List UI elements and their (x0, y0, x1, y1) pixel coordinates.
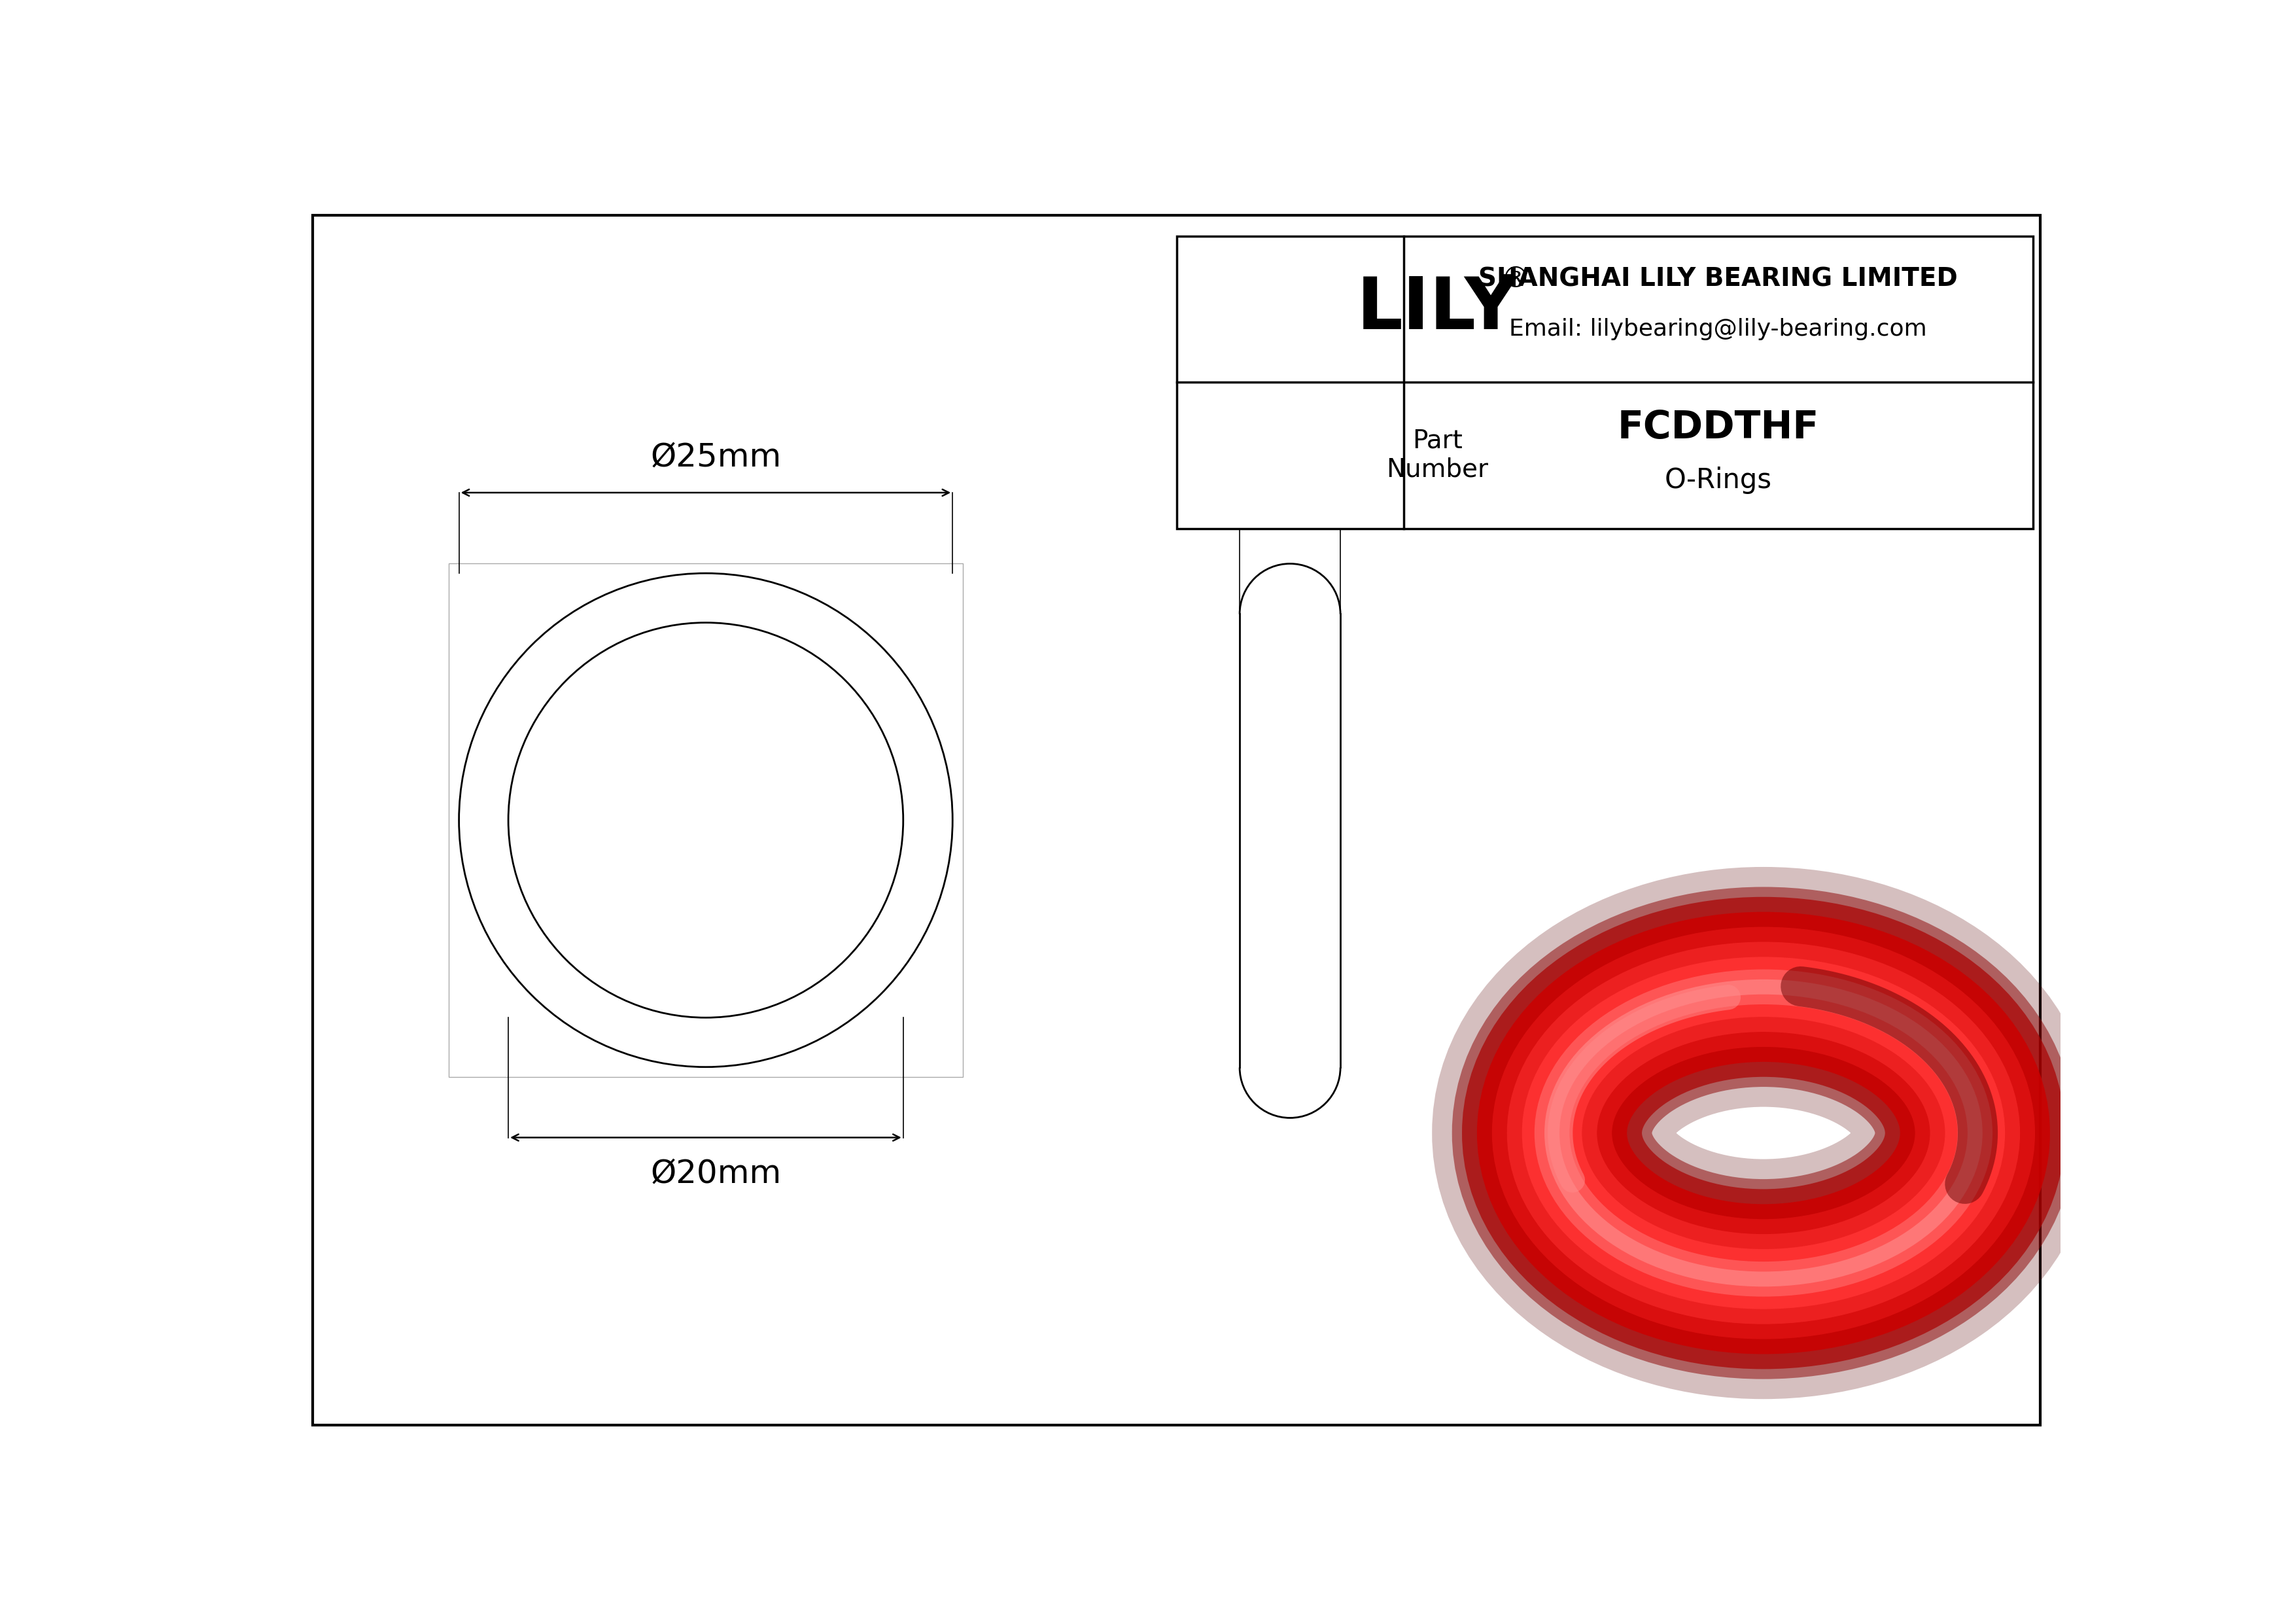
Text: 2.5mm: 2.5mm (1412, 482, 1527, 513)
Text: FCDDTHF: FCDDTHF (1616, 409, 1818, 447)
Text: LILY: LILY (1357, 274, 1518, 344)
Text: Email: lilybearing@lily-bearing.com: Email: lilybearing@lily-bearing.com (1508, 318, 1926, 341)
Bar (1176, 235, 2032, 528)
Bar (450, 564, 962, 1077)
Text: Ø20mm: Ø20mm (650, 1158, 781, 1189)
Text: O-Rings: O-Rings (1665, 466, 1773, 494)
Text: SHANGHAI LILY BEARING LIMITED: SHANGHAI LILY BEARING LIMITED (1479, 266, 1958, 291)
Text: Part
Number: Part Number (1387, 429, 1488, 482)
Text: ®: ® (1502, 265, 1529, 292)
Text: Ø25mm: Ø25mm (650, 442, 781, 473)
